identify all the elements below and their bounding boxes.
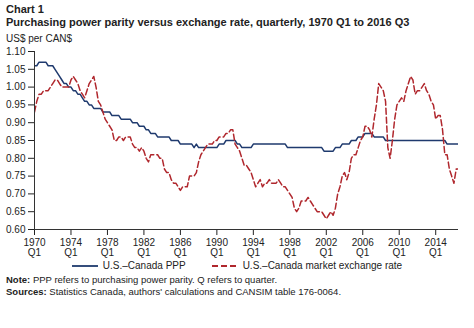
svg-text:1974Q1: 1974Q1	[60, 237, 83, 258]
svg-text:1970Q1: 1970Q1	[23, 237, 46, 258]
html-text:Chart 1: Chart 1	[6, 3, 44, 15]
svg-text:0.65: 0.65	[6, 206, 26, 217]
svg-text:1.05: 1.05	[6, 64, 26, 75]
svg-text:1.00: 1.00	[6, 81, 26, 92]
svg-text:1978Q1: 1978Q1	[96, 237, 119, 258]
html-text:U.S.–Canada market exchange ra: U.S.–Canada market exchange rate	[242, 260, 403, 271]
html-text:Purchasing power parity versus: Purchasing power parity versus exchange …	[6, 16, 410, 28]
svg-text:1998Q1: 1998Q1	[279, 237, 302, 258]
svg-text:2010Q1: 2010Q1	[388, 237, 411, 258]
svg-text:0.85: 0.85	[6, 135, 26, 146]
svg-text:0.75: 0.75	[6, 170, 26, 181]
html-text:US$ per CAN$: US$ per CAN$	[6, 33, 73, 44]
svg-text:2006Q1: 2006Q1	[352, 237, 375, 258]
svg-text:1.10: 1.10	[6, 46, 26, 57]
svg-text:0.70: 0.70	[6, 188, 26, 199]
svg-text:0.90: 0.90	[6, 117, 26, 128]
svg-text:1982Q1: 1982Q1	[133, 237, 156, 258]
svg-text:2002Q1: 2002Q1	[315, 237, 338, 258]
svg-text:1986Q1: 1986Q1	[169, 237, 192, 258]
svg-text:0.95: 0.95	[6, 99, 26, 110]
html-text:Sources: Statistics Canada, au: Sources: Statistics Canada, authors' cal…	[6, 286, 341, 297]
svg-text:2014Q1: 2014Q1	[425, 237, 448, 258]
svg-text:0.80: 0.80	[6, 153, 26, 164]
html-text:U.S.–Canada PPP: U.S.–Canada PPP	[102, 260, 186, 271]
svg-text:1990Q1: 1990Q1	[206, 237, 229, 258]
svg-text:1994Q1: 1994Q1	[242, 237, 265, 258]
svg-text:0.60: 0.60	[6, 224, 26, 235]
html-text:Note: PPP refers to purchasing: Note: PPP refers to purchasing power par…	[6, 274, 277, 285]
